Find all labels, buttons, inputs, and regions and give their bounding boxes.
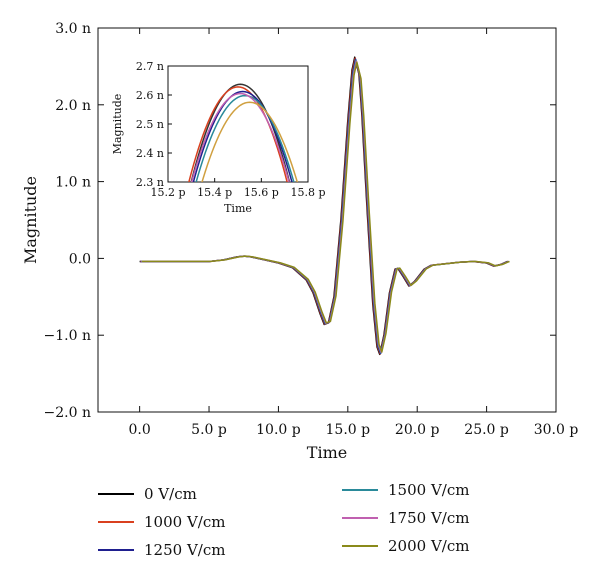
series-line-5 [141,61,510,353]
inset-x-tick-label: 15.2 p [150,186,185,199]
inset-y-tick-label: 2.3 n [136,176,164,189]
inset-y-tick-label: 2.7 n [136,60,164,73]
main-plot: 0.0 5.0 p 10.0 p 15.0 p 20.0 p 25.0 p 30.0 p −2… [21,21,578,462]
inset-y-axis-title: Magnitude [111,94,124,155]
x-tick-label: 10.0 p [256,422,301,438]
y-tick-label: 2.0 n [55,98,91,114]
x-tick-label: 0.0 [129,422,151,438]
legend-label-4: 1750 V/cm [388,509,469,527]
legend-label-0: 0 V/cm [144,485,197,503]
inset-series-line-1 [188,86,288,182]
inset-curves [188,83,299,182]
legend-label-3: 1500 V/cm [388,481,469,499]
legend-label-1: 1000 V/cm [144,513,225,531]
y-tick-label: −1.0 n [44,328,91,344]
inset-plot: 15.2 p 15.4 p 15.6 p 15.8 p 2.3 n 2.4 n 2.5 n 2… [111,60,326,215]
inset-y-tick-label: 2.5 n [136,118,164,131]
inset-y-tick-label: 2.6 n [136,89,164,102]
main-plot-frame [97,27,557,413]
inset-x-tick-label: 15.6 p [244,186,279,199]
y-tick-label: 3.0 n [55,21,91,37]
y-tick-label: 0.0 [69,251,91,267]
legend-label-5: 2000 V/cm [388,537,469,555]
inset-series-line-3 [195,94,295,182]
x-tick-label: 20.0 p [395,422,440,438]
x-tick-label: 15.0 p [326,422,371,438]
inset-x-tick-label: 15.8 p [290,186,325,199]
inset-series-line-4 [190,92,290,182]
x-tick-label: 25.0 p [464,422,509,438]
inset-series-line-2 [192,90,293,182]
inset-series-line-5 [201,101,299,182]
x-tick-label: 5.0 p [191,422,227,438]
inset-y-tick-label: 2.4 n [136,147,164,160]
x-axis-title: Time [307,443,347,462]
y-tick-label: −2.0 n [44,405,91,421]
inset-x-tick-label: 15.4 p [197,186,232,199]
x-tick-label: 30.0 p [534,422,579,438]
y-axis-title: Magnitude [21,176,40,264]
legend-label-2: 1250 V/cm [144,541,225,559]
y-tick-label: 1.0 n [55,175,91,191]
inset-x-axis-title: Time [224,202,252,215]
legend: 0 V/cm 1000 V/cm 1250 V/cm 1500 V/cm 1750 V/… [98,481,469,559]
